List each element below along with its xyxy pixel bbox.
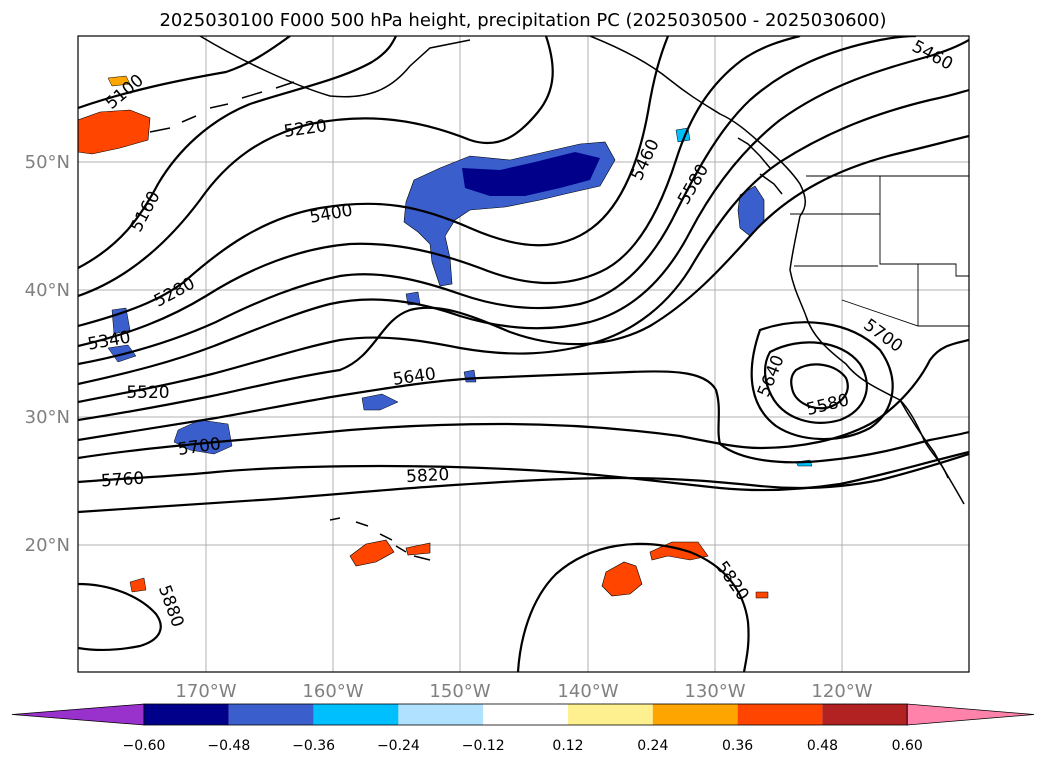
contour-cutoff-low-outer [750,321,894,441]
contour-5220 [78,36,554,298]
colorbar-segment [822,704,908,725]
precip-blob-south-4 [755,591,769,599]
precip-blob-center [361,393,399,411]
colorbar-extend-low [11,703,145,726]
latitude-labels: 50°N 40°N 30°N 20°N [25,152,70,556]
height-contours [78,36,969,672]
lat-label-40n: 40°N [25,280,70,301]
contour-cutoff-low-inner [790,363,849,410]
contour-south-5880 [78,582,162,652]
colorbar-extend-high [906,703,1035,726]
colorbar-segment [144,704,229,725]
colorbar-segment [483,704,568,725]
contour-label: 5760 [100,469,145,492]
colorbar-tick-label: 0.48 [807,738,838,754]
colorbar-segment [568,704,653,725]
map-panel: 5100 5220 5460 5160 5400 5460 5580 5280 … [77,35,970,673]
contour-5400 [78,36,917,366]
contour-5160 [78,36,397,269]
precip-blob-hawaii-2 [405,542,431,556]
colorbar-tick-label: 0.36 [722,738,753,754]
colorbar-tick-label: −0.60 [123,738,166,754]
colorbar-tick-label: 0.12 [552,738,583,754]
precip-blob-south-3 [129,577,147,593]
baja-coast [899,399,949,479]
colorbar-segment [398,704,484,725]
contour-label: 5820 [406,465,450,487]
coastlines [149,36,965,561]
map-frame [77,35,970,673]
hawaii-islands [329,517,431,561]
lon-label-130w: 130°W [684,681,745,702]
colorbar-tick-label: −0.24 [377,738,420,754]
alaska-coast [199,36,806,217]
lon-label-150w: 150°W [429,681,490,702]
figure-title: 2025030100 F000 500 hPa height, precipit… [159,10,886,31]
precip-blob-nw-red-small [107,75,131,87]
contour-5100 [78,36,291,110]
longitude-labels: 170°W 160°W 150°W 140°W 130°W 120°W [175,681,872,702]
colorbar-segment [228,704,314,725]
precip-blob-small-1 [463,369,477,383]
contour-5760 [78,450,969,492]
colorbar-tick-label: 0.60 [892,738,923,754]
colorbar-segment [737,704,823,725]
contour-5460 [78,39,969,386]
contour-5700 [78,338,969,460]
precip-blob-hawaii-1 [349,539,395,567]
contour-5340 [78,36,801,348]
contour-5640-main [78,370,969,464]
lat-label-20n: 20°N [25,535,70,556]
lon-label-140w: 140°W [557,681,618,702]
colorbar-segment [652,704,738,725]
contour-5580 [78,134,969,422]
lon-label-170w: 170°W [175,681,236,702]
contour-label: 5520 [126,383,169,403]
lon-label-160w: 160°W [302,681,363,702]
state-lines-vertical [879,176,919,326]
bc-islands [737,137,783,195]
precip-blob-south-1 [601,561,643,597]
contour-5520 [78,88,969,404]
lat-label-50n: 50°N [25,152,70,173]
colorbar-tick-label: −0.48 [207,738,250,754]
precip-core-gulf-of-alaska [462,152,600,196]
contour-5280 [78,36,670,328]
contour-5820 [78,452,969,514]
colorbar-frame [143,703,908,726]
aleutians [149,81,295,133]
colorbar-tick-label: −0.36 [292,738,335,754]
precip-blob-nw-red [78,109,151,155]
west-coast-na [789,215,965,505]
colorbar: −0.60 −0.48 −0.36 −0.24 −0.12 0.12 0.24 … [11,703,1035,754]
lon-label-120w: 120°W [811,681,872,702]
contour-south-5820 [516,542,750,672]
contour-cutoff-low-middle [764,341,868,424]
precip-shading [78,75,813,599]
colorbar-segment [313,704,399,725]
lat-label-30n: 30°N [25,407,70,428]
colorbar-tick-label: 0.24 [637,738,668,754]
colorbar-tick-label: −0.12 [462,738,505,754]
